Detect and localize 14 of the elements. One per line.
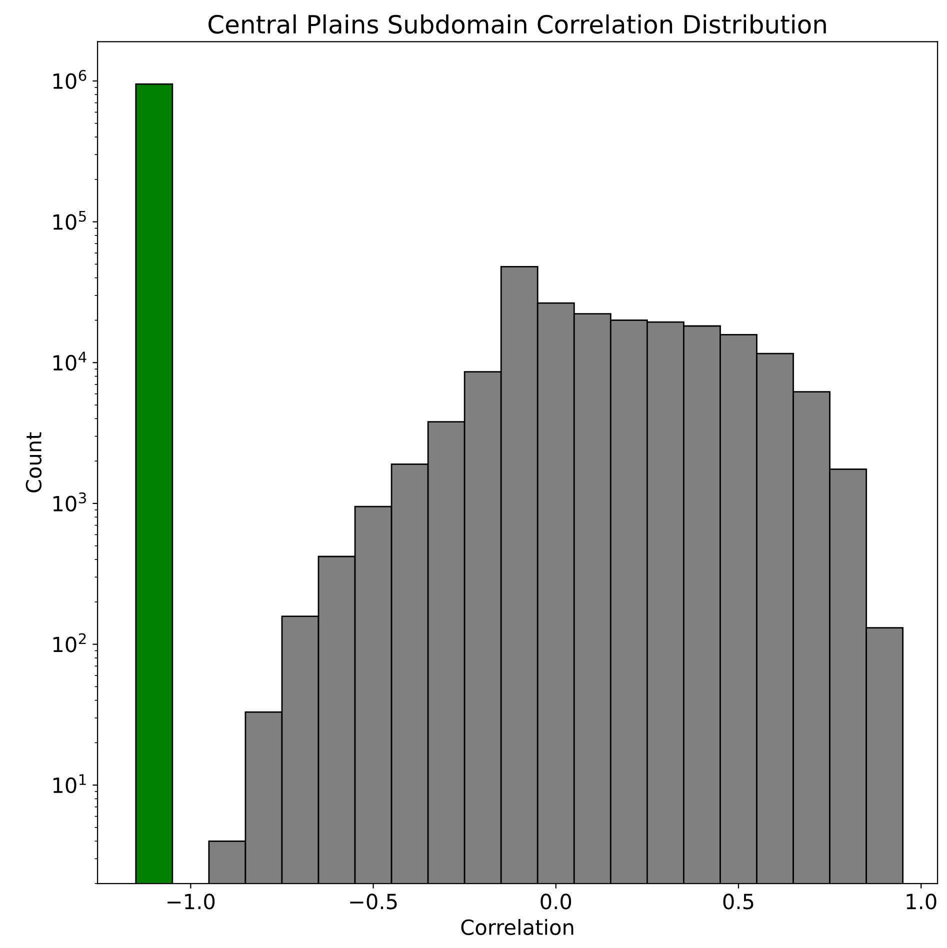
y-tick-label: 10$^{4}$: [53, 352, 86, 371]
y-tick-label: 10$^{5}$: [53, 210, 86, 230]
y-tick-label: 10$^{3}$: [53, 492, 86, 512]
x-tick-label: 0.5: [723, 894, 754, 910]
x-axis-title: Correlation: [461, 918, 574, 936]
x-tick-label: −1.0: [168, 894, 215, 910]
x-tick-label: 0.0: [540, 894, 572, 910]
x-tick-label: −0.5: [350, 894, 397, 910]
y-tick-label: 10$^{6}$: [53, 70, 86, 90]
chart-title: Central Plains Subdomain Correlation Distribution: [208, 14, 826, 34]
y-tick-label: 10$^{2}$: [53, 633, 86, 652]
x-tick-label: 1.0: [906, 894, 936, 910]
y-axis-title: Count: [26, 432, 42, 492]
y-tick-label: 10$^{1}$: [53, 774, 86, 794]
